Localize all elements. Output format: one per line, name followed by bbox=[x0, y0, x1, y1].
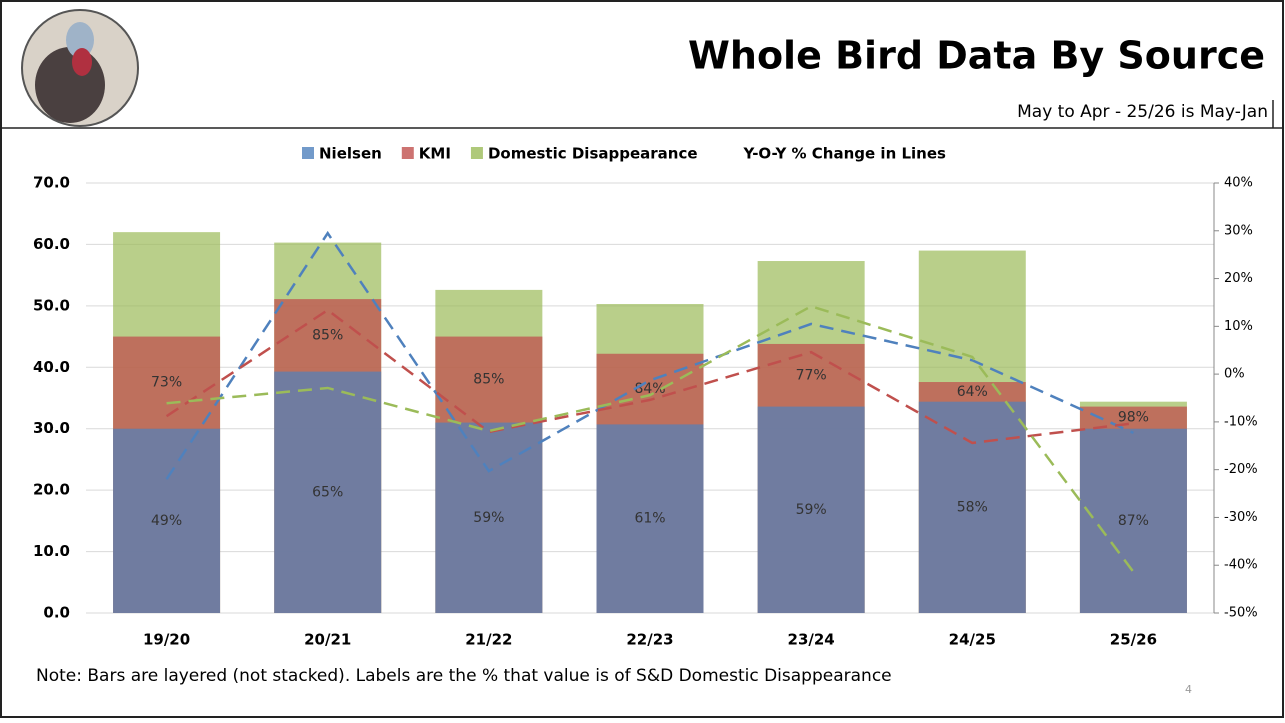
bar-label: 77% bbox=[796, 367, 827, 383]
y2-tick-label: -30% bbox=[1224, 510, 1258, 525]
x-tick-label: 20/21 bbox=[304, 631, 351, 649]
chart-title: Whole Bird Data By Source bbox=[688, 34, 1265, 78]
y2-tick-label: -40% bbox=[1224, 558, 1258, 573]
legend-label: Domestic Disappearance bbox=[488, 145, 698, 163]
slide: Whole Bird Data By Source May to Apr - 2… bbox=[0, 0, 1285, 719]
bar-label: 64% bbox=[957, 384, 988, 400]
y2-tick-label: 0% bbox=[1224, 367, 1245, 382]
legend-swatch bbox=[471, 147, 483, 159]
y-tick-label: 70.0 bbox=[33, 174, 70, 192]
bar-label: 61% bbox=[634, 511, 665, 527]
y-tick-label: 60.0 bbox=[33, 235, 70, 253]
y-tick-label: 20.0 bbox=[33, 481, 70, 499]
bar-label: 59% bbox=[473, 510, 504, 526]
y-tick-label: 10.0 bbox=[33, 542, 70, 560]
x-tick-label: 24/25 bbox=[949, 631, 996, 649]
turkey-photo bbox=[22, 10, 138, 126]
bar-label: 59% bbox=[796, 502, 827, 518]
y2-tick-label: 20% bbox=[1224, 271, 1253, 286]
bar-label: 65% bbox=[312, 484, 343, 500]
legend-note: Y-O-Y % Change in Lines bbox=[743, 145, 946, 163]
x-tick-label: 21/22 bbox=[465, 631, 512, 649]
bar-label: 87% bbox=[1118, 513, 1149, 529]
x-tick-label: 23/24 bbox=[788, 631, 835, 649]
bar-label: 49% bbox=[151, 513, 182, 529]
bar-label: 85% bbox=[312, 327, 343, 343]
y-tick-label: 0.0 bbox=[43, 604, 70, 622]
y2-tick-label: -20% bbox=[1224, 462, 1258, 477]
y2-tick-label: -50% bbox=[1224, 606, 1258, 621]
legend-label: KMI bbox=[419, 145, 451, 163]
y2-tick-label: 40% bbox=[1224, 176, 1253, 191]
y2-tick-label: 30% bbox=[1224, 223, 1253, 238]
note: Note: Bars are layered (not stacked). La… bbox=[36, 666, 892, 686]
x-tick-label: 22/23 bbox=[626, 631, 673, 649]
legend-swatch bbox=[402, 147, 414, 159]
y2-tick-label: 10% bbox=[1224, 319, 1253, 334]
legend-label: Nielsen bbox=[319, 145, 382, 163]
bar-label: 73% bbox=[151, 375, 182, 391]
bar-label: 98% bbox=[1118, 410, 1149, 426]
chart-subtitle: May to Apr - 25/26 is May-Jan bbox=[1017, 102, 1268, 122]
x-tick-label: 25/26 bbox=[1110, 631, 1157, 649]
x-tick-label: 19/20 bbox=[143, 631, 190, 649]
y-tick-label: 50.0 bbox=[33, 296, 70, 314]
y2-tick-label: -10% bbox=[1224, 414, 1258, 429]
y-tick-label: 30.0 bbox=[33, 419, 70, 437]
bar-label: 85% bbox=[473, 372, 504, 388]
y-tick-label: 40.0 bbox=[33, 358, 70, 376]
bar-label: 58% bbox=[957, 499, 988, 515]
page-number: 4 bbox=[1185, 683, 1192, 696]
legend-swatch bbox=[302, 147, 314, 159]
